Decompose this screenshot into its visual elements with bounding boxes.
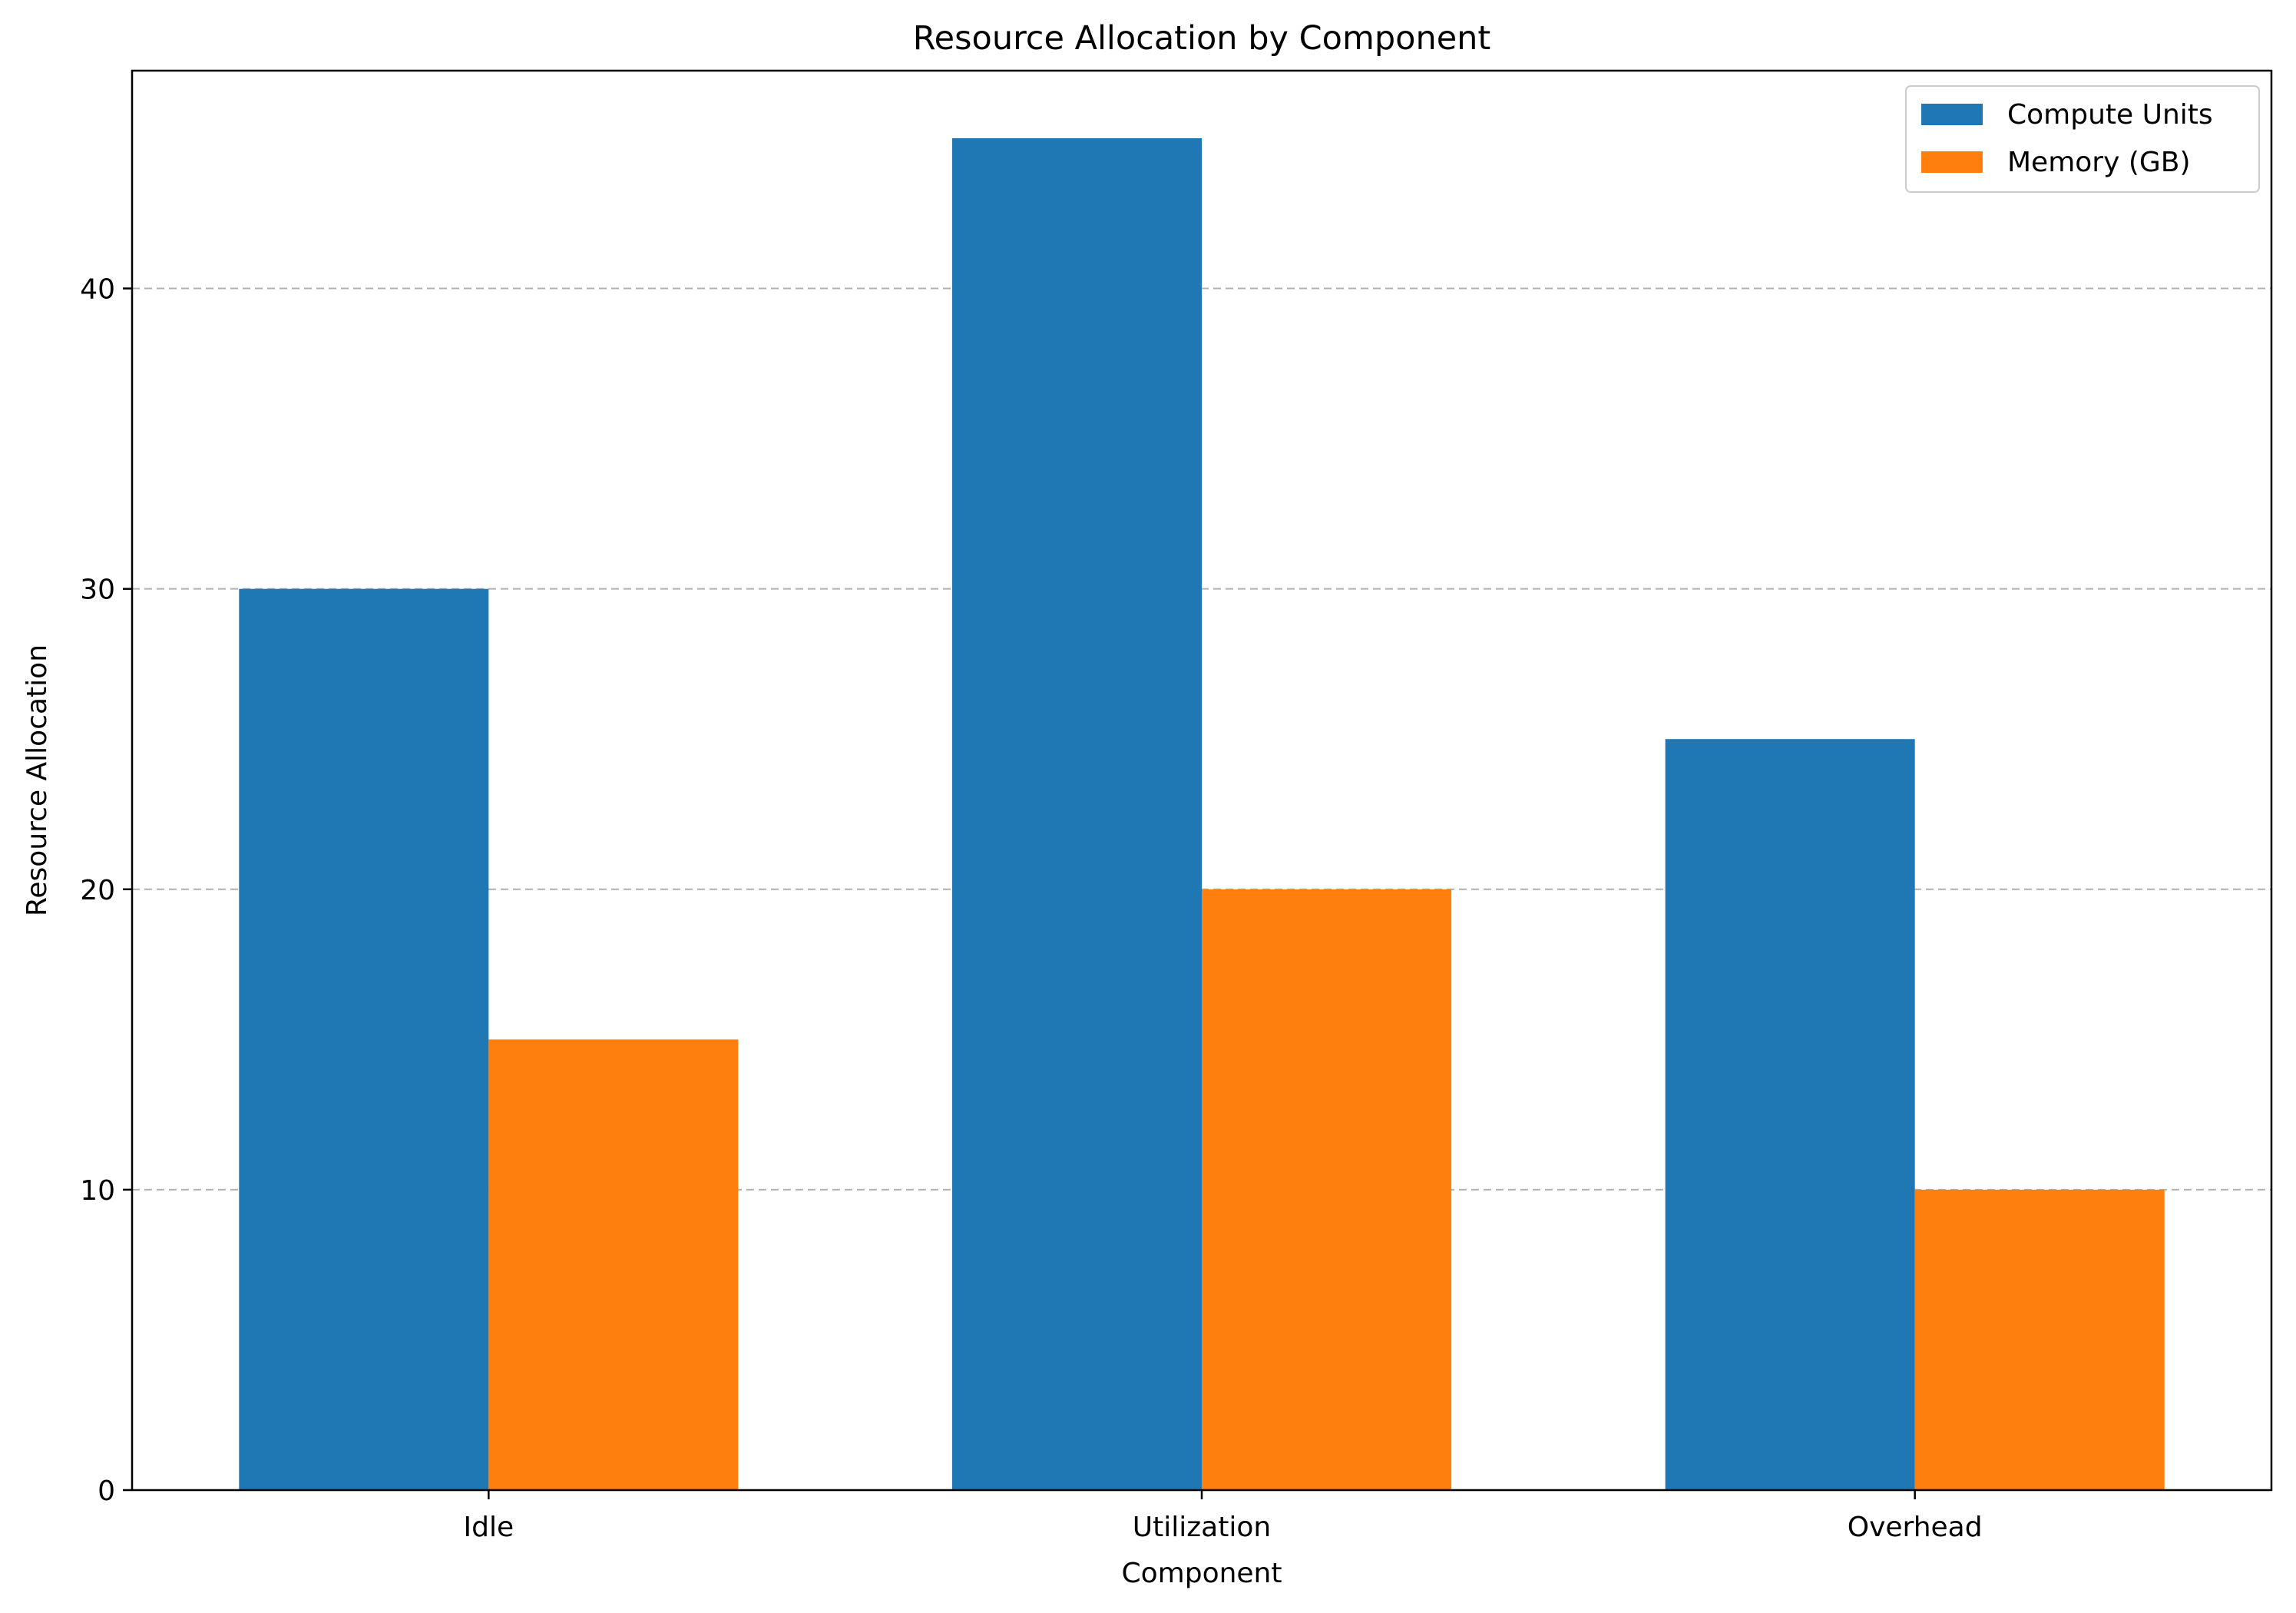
legend-swatch-compute-units (1921, 104, 1983, 125)
bar-memory-gb-utilization (1202, 889, 1452, 1490)
y-tick-label: 30 (80, 575, 115, 606)
legend: Compute Units Memory (GB) (1905, 85, 2260, 193)
x-axis-label: Component (1121, 1558, 1282, 1589)
legend-swatch-memory-gb (1921, 151, 1983, 173)
x-tick-label-overhead: Overhead (1848, 1512, 1983, 1543)
y-tick-label: 0 (98, 1476, 115, 1507)
y-tick-label: 20 (80, 875, 115, 906)
x-tick-label-utilization: Utilization (1133, 1512, 1271, 1543)
bar-memory-gb-overhead (1914, 1189, 2165, 1490)
y-tick-label: 10 (80, 1175, 115, 1207)
x-tick-label-idle: Idle (464, 1512, 514, 1543)
legend-box (1905, 85, 2260, 193)
bar-memory-gb-idle (488, 1039, 739, 1490)
legend-label-compute-units: Compute Units (2007, 99, 2213, 131)
x-axis-ticks: Idle Utilization Overhead (464, 1490, 1983, 1543)
y-tick-label: 40 (80, 274, 115, 306)
y-axis-ticks: 0 10 20 30 40 (80, 274, 132, 1507)
y-axis-label: Resource Allocation (22, 644, 53, 916)
chart-title: Resource Allocation by Component (913, 19, 1491, 58)
bar-compute-units-utilization (951, 138, 1202, 1490)
bar-compute-units-idle (239, 588, 489, 1490)
bar-compute-units-overhead (1665, 739, 1915, 1490)
legend-label-memory-gb: Memory (GB) (2007, 147, 2191, 178)
bars (239, 138, 2165, 1490)
